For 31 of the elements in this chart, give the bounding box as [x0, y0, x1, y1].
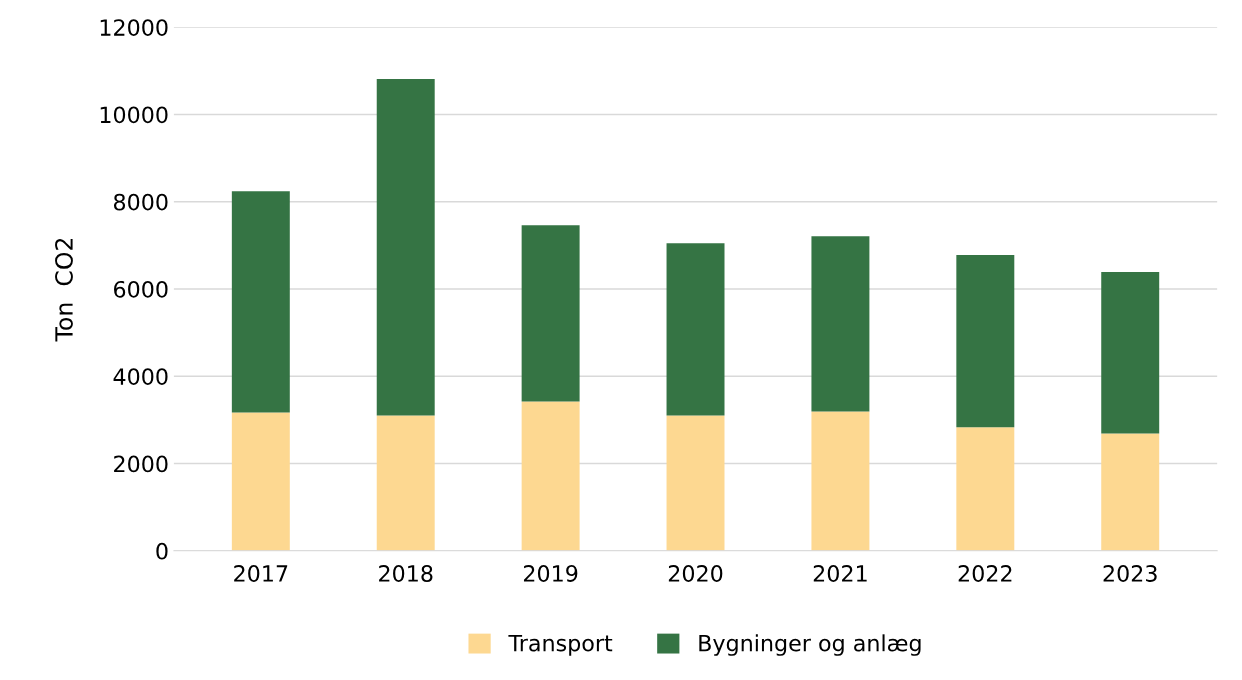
x-tick-label: 2019	[523, 565, 578, 582]
bar	[666, 243, 725, 416]
x-tick-label: 2017	[234, 565, 288, 582]
legend-label: Bygninger og anlæg	[699, 634, 921, 656]
y-tick-label: 2000	[114, 455, 168, 473]
bar	[666, 415, 725, 551]
bar	[1101, 433, 1160, 551]
bar	[1101, 271, 1160, 434]
bar	[956, 427, 1015, 551]
bar	[811, 236, 870, 412]
y-tick-label: 8000	[113, 193, 168, 211]
bar	[521, 225, 580, 402]
bar	[811, 411, 870, 551]
y-tick-label: 6000	[114, 280, 168, 298]
bar	[231, 191, 290, 413]
x-tick-label: 2018	[379, 565, 433, 582]
y-axis-title: Ton CO2	[55, 238, 73, 342]
x-tick-label: 2022	[958, 565, 1012, 582]
x-tick-label: 2020	[668, 565, 723, 582]
y-tick-label: 4000	[113, 368, 168, 386]
legend-label: Transport	[508, 634, 613, 656]
y-tick-label: 12000	[100, 19, 168, 36]
bar	[521, 401, 580, 551]
bar	[376, 79, 435, 416]
y-tick-label: 10000	[100, 106, 168, 124]
x-tick-label: 2021	[813, 565, 867, 582]
x-tick-label: 2023	[1103, 565, 1157, 582]
bar	[376, 415, 435, 551]
bar	[956, 254, 1015, 428]
bar	[231, 412, 290, 551]
y-tick-label: 0	[156, 542, 168, 560]
